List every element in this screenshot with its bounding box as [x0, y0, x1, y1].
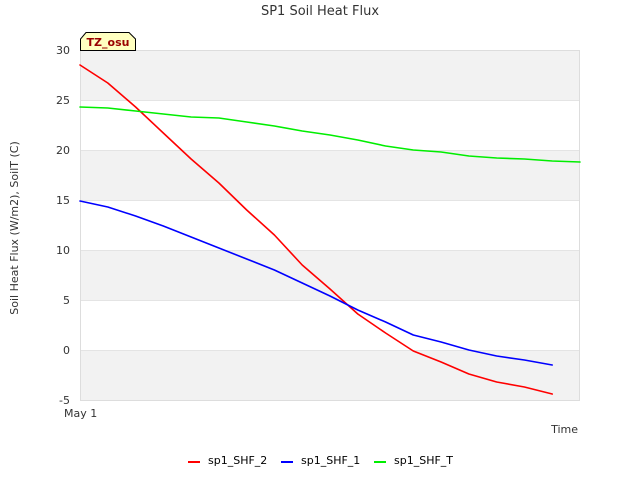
- y-tick-label: 15: [56, 194, 70, 207]
- x-axis-label: Time: [550, 423, 578, 436]
- series-line-sp1_SHF_1: [79, 200, 553, 366]
- plot-band: [80, 350, 580, 400]
- plot-frame: [80, 50, 580, 401]
- plot-band: [80, 100, 580, 150]
- y-tick-label: 5: [63, 294, 70, 307]
- y-tick-label: 10: [56, 244, 70, 257]
- x-axis: May 1: [64, 407, 97, 420]
- legend-label-sp1_SHF_T: sp1_SHF_T: [394, 454, 453, 467]
- y-tick-label: 30: [56, 44, 70, 57]
- plot-band: [80, 50, 580, 100]
- chart-title: SP1 Soil Heat Flux: [261, 4, 379, 19]
- legend-label-sp1_SHF_1: sp1_SHF_1: [301, 454, 360, 467]
- site-badge-label: TZ_osu: [87, 36, 130, 49]
- plot-background-bands: [80, 50, 580, 401]
- y-tick-label: 0: [63, 344, 70, 357]
- series-line-sp1_SHF_2: [79, 64, 553, 395]
- y-tick-label: 25: [56, 94, 70, 107]
- x-tick-label: May 1: [64, 407, 97, 420]
- legend-label-sp1_SHF_2: sp1_SHF_2: [208, 454, 267, 467]
- series-lines: [79, 64, 581, 395]
- series-line-sp1_SHF_T: [79, 106, 581, 163]
- y-tick-label: 20: [56, 144, 70, 157]
- y-axis-label: Soil Heat Flux (W/m2), SoilT (C): [8, 141, 21, 314]
- plot-band: [80, 200, 580, 250]
- y-axis: -5 0 5 10 15 20 25 30: [56, 44, 70, 407]
- site-badge-box: [80, 32, 136, 51]
- y-tick-label: -5: [59, 394, 70, 407]
- site-badge: TZ_osu: [80, 32, 136, 51]
- plot-band: [80, 250, 580, 300]
- legend: sp1_SHF_2 sp1_SHF_1 sp1_SHF_T: [188, 454, 453, 467]
- plot-band: [80, 300, 580, 350]
